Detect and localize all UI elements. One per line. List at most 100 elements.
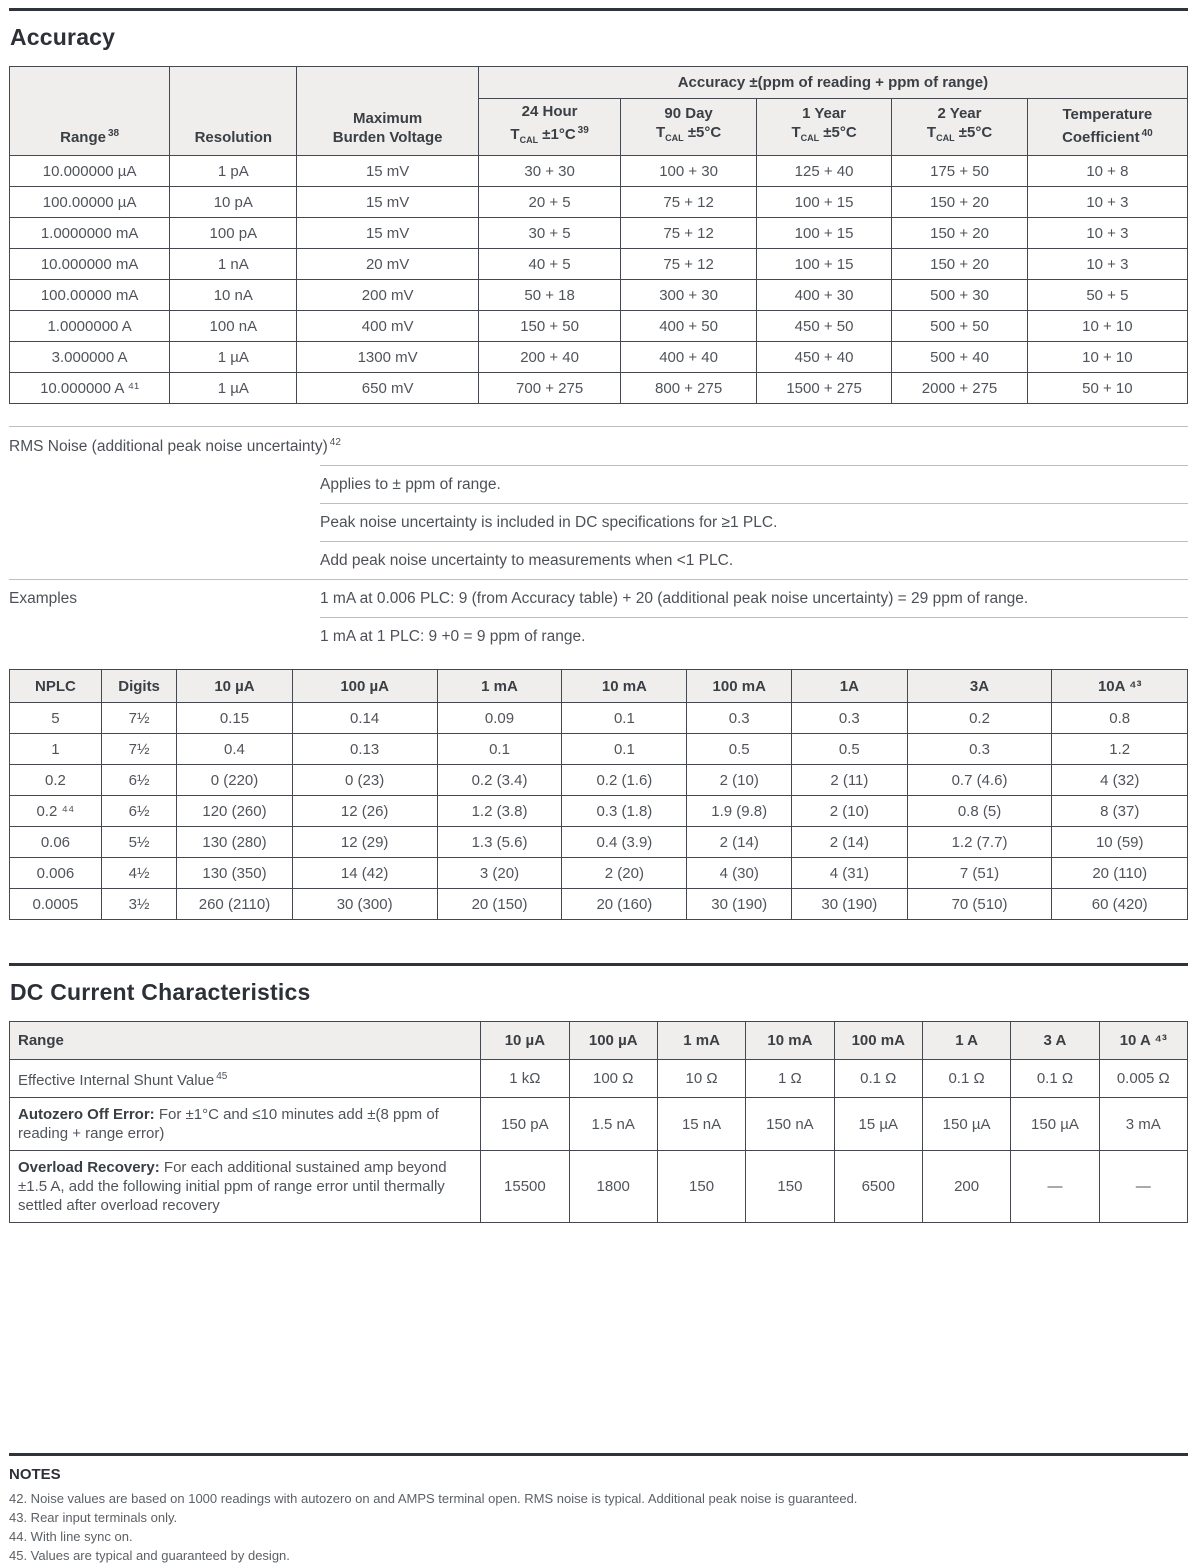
table-cell: 200 + 40	[477, 341, 622, 373]
autozero-rest-text: For ±1°C and ≤10 minutes add ±(8 ppm of …	[18, 1106, 439, 1143]
row-label-overload: Overload Recovery: For each additional s…	[8, 1150, 482, 1224]
dc-section-rule	[9, 963, 1188, 967]
table-cell: 10 nA	[169, 279, 298, 311]
tempco-line1: Temperature	[1062, 106, 1153, 123]
datasheet-page: Accuracy Range 38 Resolution Maximum Burde…	[0, 8, 1197, 1565]
examples-row: Examples 1 mA at 0.006 PLC: 9 (from Accu…	[9, 579, 1188, 617]
table-cell: 0.7 (4.6)	[906, 764, 1053, 797]
row-label-shunt: Effective Internal Shunt Value 45	[8, 1059, 482, 1099]
table-row: 0.2 6½ 0 (220) 0 (23) 0.2 (3.4) 0.2 (1.6) 2 (1…	[9, 764, 1188, 797]
rms-note-label	[9, 541, 320, 579]
table-cell: 0.14	[291, 702, 438, 735]
table-cell: 1.0000000 A	[8, 310, 171, 342]
table-cell: 15500	[480, 1150, 570, 1224]
table-cell: 4½	[100, 857, 178, 890]
table-cell: 15 mV	[296, 186, 479, 218]
table-cell: 15 nA	[656, 1097, 747, 1152]
table-cell: 75 + 12	[620, 248, 757, 280]
table-cell: 7½	[100, 702, 178, 735]
column-header-90day: 90 Day TCAL ±5°C	[620, 98, 757, 156]
table-cell: 400 + 50	[620, 310, 757, 342]
table-row: 10.000000 µA 1 pA 15 mV 30 + 30 100 + 30 125 …	[8, 155, 1189, 187]
table-cell: 0.5	[791, 733, 908, 766]
table-cell: 100 Ω	[568, 1059, 658, 1099]
tempco-line2: Coefficient	[1062, 129, 1140, 146]
table-cell: 40 + 5	[477, 248, 622, 280]
overload-rest-text: For each additional sustained amp beyond…	[18, 1159, 447, 1215]
table-cell: 75 + 12	[620, 217, 757, 249]
table-row: 0.0005 3½ 260 (2110) 30 (300) 20 (150) 20 (16…	[9, 888, 1188, 921]
table-cell: 3.000000 A	[8, 341, 171, 373]
table-cell: 50 + 5	[1026, 279, 1189, 311]
table-cell: 1.2 (7.7)	[906, 826, 1053, 859]
table-cell: 2 (14)	[686, 826, 793, 859]
example-text: 1 mA at 1 PLC: 9 +0 = 9 ppm of range.	[320, 617, 1188, 655]
footnote-ref-42: 42	[329, 437, 341, 448]
table-cell: 700 + 275	[477, 372, 622, 404]
table-cell: 1.5 nA	[568, 1097, 658, 1152]
tcal-sub: CAL	[800, 133, 820, 143]
table-cell: 1.9 (9.8)	[686, 795, 793, 828]
table-cell: 100 + 30	[620, 155, 757, 187]
dc-section-title: DC Current Characteristics	[10, 979, 311, 1006]
table-cell: 300 + 30	[620, 279, 757, 311]
table-cell: 0.0005	[9, 888, 102, 921]
column-header: 10 mA	[561, 669, 688, 704]
note-44: 44. With line sync on.	[9, 1529, 133, 1545]
table-cell: 0 (220)	[176, 764, 293, 797]
column-header-2year: 2 Year TCAL ±5°C	[891, 98, 1028, 156]
rms-note-text: Peak noise uncertainty is included in DC…	[320, 503, 1188, 541]
table-cell: 30 (190)	[791, 888, 908, 921]
table-cell: 30 (300)	[291, 888, 438, 921]
table-cell: 150 nA	[745, 1097, 835, 1152]
table-cell: 400 mV	[296, 310, 479, 342]
column-header-range: Range 38	[8, 66, 171, 156]
table-cell: 5	[9, 702, 102, 735]
table-cell: 10.000000 mA	[8, 248, 171, 280]
rms-heading-spacer	[341, 427, 1188, 465]
table-cell: 500 + 50	[891, 310, 1028, 342]
table-row: Autozero Off Error: For ±1°C and ≤10 min…	[8, 1097, 1189, 1152]
table-cell: 3 mA	[1098, 1097, 1189, 1152]
table-cell: 450 + 50	[755, 310, 893, 342]
table-cell: 0.13	[291, 733, 438, 766]
table-cell: 150 + 20	[891, 217, 1028, 249]
table-cell: 15 µA	[833, 1097, 923, 1152]
table-cell: 1 µA	[169, 341, 298, 373]
column-header: 10A ⁴³	[1051, 669, 1188, 704]
table-row: 10.000000 A ⁴¹ 1 µA 650 mV 700 + 275 800 + 2…	[8, 372, 1189, 404]
table-cell: 2 (11)	[791, 764, 908, 797]
table-cell: 10.000000 µA	[8, 155, 171, 187]
note-43: 43. Rear input terminals only.	[9, 1510, 178, 1526]
table-cell: 0.1	[561, 733, 688, 766]
table-row: Overload Recovery: For each additional s…	[8, 1150, 1189, 1224]
column-header: 1 mA	[656, 1021, 747, 1061]
table-cell: 0 (23)	[291, 764, 438, 797]
table-row: 1.0000000 mA 100 pA 15 mV 30 + 5 75 + 12 100 …	[8, 217, 1189, 249]
table-row: 100.00000 mA 10 nA 200 mV 50 + 18 300 + 30 40…	[8, 279, 1189, 311]
table-cell: 120 (260)	[176, 795, 293, 828]
tcal-t: T	[655, 124, 666, 141]
column-header: 1 mA	[436, 669, 563, 704]
table-cell: 10 (59)	[1051, 826, 1188, 859]
table-row: 0.06 5½ 130 (280) 12 (29) 1.3 (5.6) 0.4 (3.9)…	[9, 826, 1188, 859]
example-text: 1 mA at 0.006 PLC: 9 (from Accuracy tabl…	[320, 590, 1029, 608]
accuracy-span-header: Accuracy ±(ppm of reading + ppm of range…	[477, 66, 1189, 99]
table-cell: 500 + 30	[891, 279, 1028, 311]
table-cell: 150 + 20	[891, 248, 1028, 280]
column-header: NPLC	[9, 669, 102, 704]
table-cell: 10 + 3	[1026, 186, 1189, 218]
table-cell: 1 kΩ	[480, 1059, 570, 1099]
autozero-bold-text: Autozero Off Error:	[18, 1106, 155, 1124]
table-cell: 0.3	[686, 702, 793, 735]
table-cell: 200 mV	[296, 279, 479, 311]
table-cell: 4 (31)	[791, 857, 908, 890]
rms-note-row: Add peak noise uncertainty to measuremen…	[9, 541, 1188, 579]
row-label-autozero: Autozero Off Error: For ±1°C and ≤10 min…	[8, 1097, 482, 1152]
table-cell: 2000 + 275	[891, 372, 1028, 404]
table-row: 1.0000000 A 100 nA 400 mV 150 + 50 400 + 50 4…	[8, 310, 1189, 342]
table-cell: 0.005 Ω	[1098, 1059, 1189, 1099]
table-cell: 0.1 Ω	[1010, 1059, 1100, 1099]
burden-line1: Maximum	[353, 110, 423, 127]
